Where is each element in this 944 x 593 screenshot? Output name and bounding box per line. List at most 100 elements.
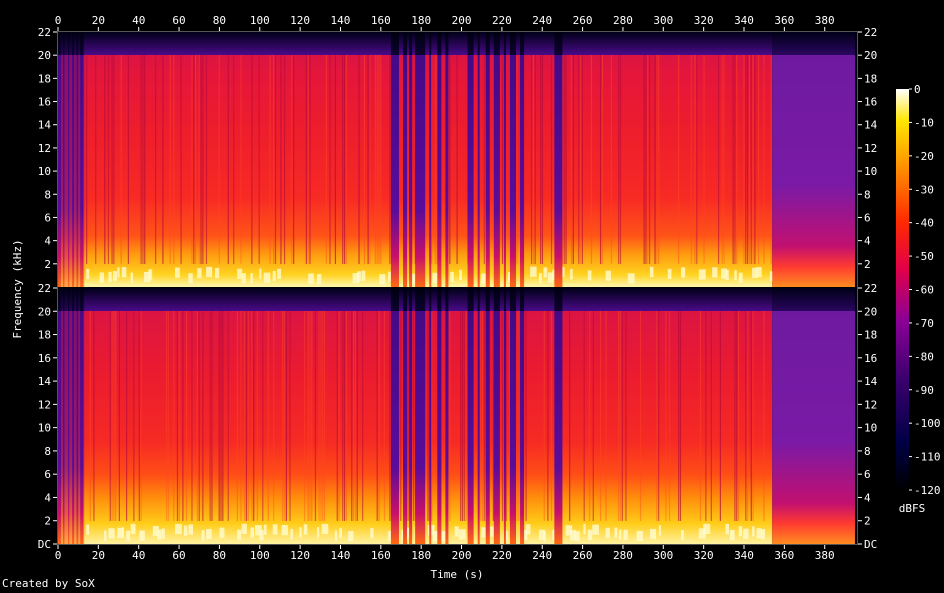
spectrogram-burst [756, 267, 762, 278]
spectrogram-streak [227, 54, 229, 265]
spectrogram-streak [283, 311, 286, 521]
spectrogram-streak [182, 311, 184, 521]
spectrogram-burst [539, 529, 545, 541]
spectrogram-burst [760, 529, 766, 540]
spectrogram-burst [370, 528, 374, 539]
spectrogram-dropout [554, 288, 563, 544]
spectrogram-streak [325, 54, 327, 265]
spectrogram-streak [309, 54, 311, 265]
y-tick-label: 12 [38, 142, 51, 155]
colorbar-tick-label: -20 [914, 150, 934, 163]
x-tick-label: 120 [290, 549, 310, 562]
spectrogram-burst [734, 270, 737, 281]
spectrogram-dropout [493, 32, 500, 287]
colorbar-tick-label: -90 [914, 384, 934, 397]
spectrogram-streak [378, 311, 380, 521]
spectrogram-streak [668, 311, 671, 521]
spectrogram-streak [318, 311, 320, 521]
x-tick-label: 360 [774, 14, 794, 27]
colorbar-tick-label: -60 [914, 284, 934, 297]
spectrogram-streak [262, 311, 264, 521]
spectrogram-burst [521, 529, 528, 541]
x-tick-label: 40 [132, 549, 145, 562]
spectrogram-streak [293, 54, 295, 265]
spectrogram-streak [592, 311, 594, 521]
spectrogram-dropout [80, 288, 84, 544]
y-tick-label: 12 [38, 398, 51, 411]
spectrogram-burst [565, 525, 573, 536]
spectrogram-streak [380, 54, 382, 265]
spectrogram-burst [667, 268, 672, 280]
spectrogram-streak [541, 54, 544, 265]
spectrogram-streak [389, 54, 391, 265]
spectrogram-burst [263, 524, 267, 535]
spectrogram-dropout [409, 32, 413, 287]
spectrogram-streak [752, 311, 754, 521]
spectrogram-burst [570, 530, 577, 541]
spectrogram-streak [140, 311, 142, 521]
y-tick-label: 14 [38, 375, 52, 388]
spectrogram-burst [592, 524, 599, 535]
spectrogram-streak [198, 311, 200, 521]
x-tick-label: 340 [734, 14, 754, 27]
spectrogram-streak [743, 54, 745, 265]
x-tick-label: 20 [92, 14, 105, 27]
spectrogram-streak [654, 54, 656, 265]
y-tick-label: 6 [44, 468, 51, 481]
spectrogram-dropout [76, 32, 79, 287]
spectrogram-streak [516, 311, 518, 521]
x-tick-label: 120 [290, 14, 310, 27]
y-tick-label: 16 [864, 96, 877, 109]
spectrogram-streak [363, 54, 366, 265]
spectrogram-streak [362, 311, 364, 521]
spectrogram-streak [211, 311, 213, 521]
plot-frame [57, 31, 858, 545]
y-tick-label: 2 [864, 258, 871, 271]
spectrogram-burst [352, 273, 360, 284]
spectrogram-streak [656, 54, 658, 265]
spectrogram-streak [338, 311, 340, 521]
spectrogram-streak [342, 54, 344, 265]
y-tick-label: 14 [864, 119, 878, 132]
y-tick-label: 20 [38, 49, 51, 62]
spectrogram-streak [104, 54, 106, 265]
spectrogram-streak [376, 311, 378, 521]
y-tick-label: 2 [44, 515, 51, 528]
spectrogram-burst [698, 269, 706, 280]
spectrogram-streak [750, 54, 752, 265]
spectrogram-silence [854, 32, 857, 287]
spectrogram-streak [320, 311, 322, 521]
spectrogram-burst [272, 524, 278, 535]
spectrogram-streak [283, 54, 286, 265]
y-tick-label: 6 [864, 211, 871, 224]
spectrogram-dropout [403, 32, 408, 287]
spectrogram-burst [117, 527, 124, 539]
spectrogram-burst [539, 273, 542, 284]
spectrogram-streak [144, 54, 146, 265]
spectrogram-streak [590, 54, 593, 265]
spectrogram-streak [113, 54, 115, 265]
x-axis-top: 0 20 40 60 80 100 120 140 160 180 200 220 240 260 280 3… [55, 14, 835, 31]
spectrogram-burst [658, 525, 662, 536]
spectrogram-burst [121, 527, 124, 538]
spectrogram-streak [127, 54, 130, 265]
spectrogram-streak [492, 311, 495, 521]
y-tick-label: 2 [864, 515, 871, 528]
spectrogram-intro [58, 288, 85, 544]
spectrogram-streak [578, 54, 580, 265]
spectrogram-streak [572, 54, 574, 265]
spectrogram-dropout [509, 32, 517, 287]
colorbar-label: dBFS [899, 502, 926, 515]
spectrogram-streak [322, 311, 324, 521]
spectrogram-streak [374, 54, 376, 265]
spectrogram-streak [269, 54, 271, 265]
spectrogram-streak [251, 54, 253, 265]
y-tick-label: 18 [864, 72, 877, 85]
spectrogram-burst [756, 528, 762, 539]
spectrogram-burst [738, 272, 743, 283]
spectrogram-streak [285, 311, 287, 521]
spectrogram-burst [104, 530, 107, 541]
spectrogram-streak [345, 311, 347, 521]
spectrogram-streak [162, 54, 164, 265]
y-axis-left: 2 4 6 8 10 12 14 16 18 20 22 DC 2 4 6 8 10 12 14 16 18 20 22 [38, 26, 57, 551]
